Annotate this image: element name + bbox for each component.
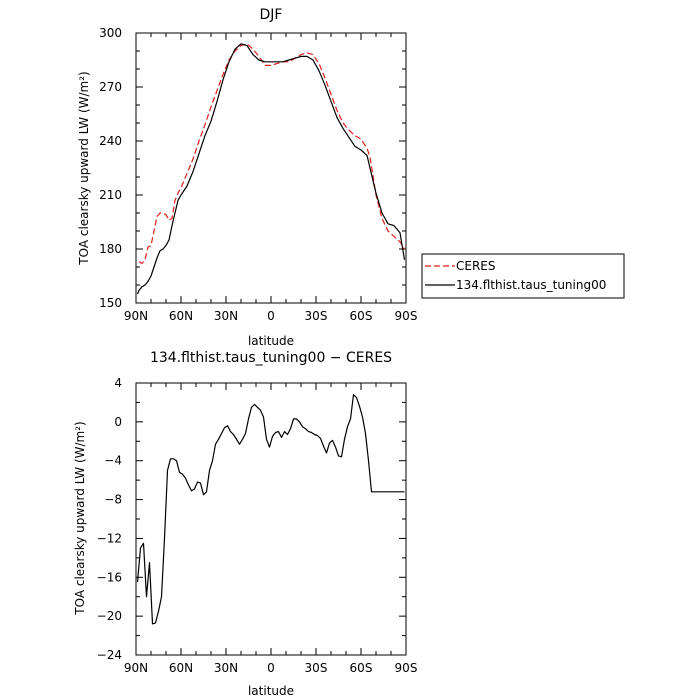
top-ytick-label: 270 (99, 80, 122, 94)
top-ytick-label: 240 (99, 134, 122, 148)
top-panel-ylabel: TOA clearsky upward LW (W/m²) (77, 71, 91, 265)
bottom-ytick-label: −4 (104, 454, 122, 468)
bottom-panel-ticks: 90N 60N 30N 0 30S 60S 90S −24 −20 −16 −12 −8 −4 0 4 (97, 376, 418, 675)
bottom-xtick-label: 60N (169, 661, 193, 675)
bottom-ytick-label: 4 (114, 376, 122, 390)
top-panel-frame (135, 32, 407, 304)
bottom-panel: 134.flthist.taus_tuning00 − CERES TOA cl… (73, 350, 417, 698)
top-series-line-ceres (138, 43, 406, 264)
top-panel-ticks: 90N 60N 30N 0 30S 60S 90S 150 180 210 240 270 300 (99, 26, 417, 323)
top-panel-title: DJF (260, 7, 283, 23)
top-xtick-label: 90N (124, 309, 148, 323)
top-xtick-label: 60S (350, 309, 373, 323)
top-ytick-label: 180 (99, 242, 122, 256)
bottom-series-line-series-0 (136, 394, 405, 625)
top-xtick-label: 30S (305, 309, 328, 323)
bottom-ytick-label: −8 (104, 493, 122, 507)
top-xtick-label: 0 (267, 309, 275, 323)
legend-box (421, 253, 625, 299)
bottom-ytick-label: −20 (97, 609, 122, 623)
top-panel-series (136, 43, 406, 295)
bottom-panel-series (136, 394, 405, 625)
top-series-line-134-flthist-taus-tuning00 (136, 43, 406, 295)
bottom-ytick-label: −16 (97, 570, 122, 584)
bottom-xtick-label: 30S (305, 661, 328, 675)
legend-label-model: 134.flthist.taus_tuning00 (456, 278, 606, 292)
top-xtick-label: 30N (214, 309, 238, 323)
bottom-ytick-label: 0 (114, 415, 122, 429)
top-ytick-label: 150 (99, 296, 122, 310)
bottom-ytick-label: −24 (97, 648, 122, 662)
bottom-panel-title: 134.flthist.taus_tuning00 − CERES (150, 350, 392, 366)
top-ytick-label: 300 (99, 26, 122, 40)
bottom-ytick-label: −12 (97, 531, 122, 545)
bottom-panel-ylabel: TOA clearsky upward LW (W/m²) (73, 421, 87, 615)
top-xtick-label: 60N (169, 309, 193, 323)
top-panel-xlabel: latitude (248, 334, 294, 348)
top-panel: DJF TOA clearsky upward LW (W/m²) latitu… (77, 7, 417, 348)
bottom-xtick-label: 0 (267, 661, 275, 675)
bottom-xtick-label: 90S (395, 661, 418, 675)
top-ytick-label: 210 (99, 188, 122, 202)
top-xtick-label: 90S (395, 309, 418, 323)
legend: CERES 134.flthist.taus_tuning00 (421, 253, 625, 299)
legend-label-ceres: CERES (456, 259, 496, 273)
bottom-xtick-label: 30N (214, 661, 238, 675)
bottom-panel-xlabel: latitude (248, 684, 294, 698)
bottom-xtick-label: 90N (124, 661, 148, 675)
bottom-panel-frame (135, 382, 407, 656)
bottom-xtick-label: 60S (350, 661, 373, 675)
